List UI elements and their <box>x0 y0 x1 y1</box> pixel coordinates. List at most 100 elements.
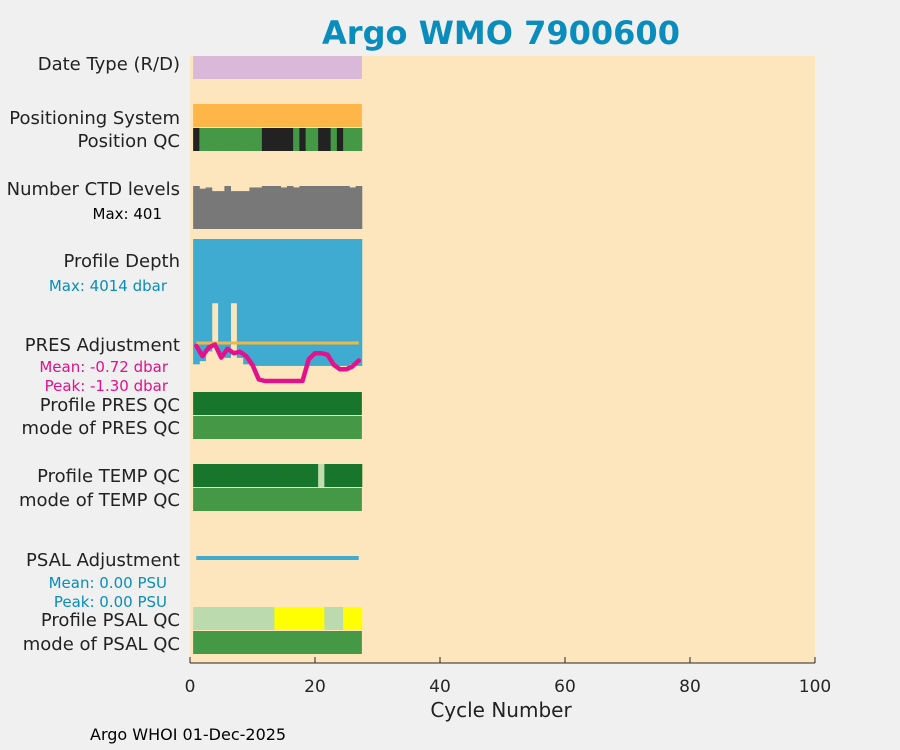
row-label-positioning-system: Positioning System <box>9 108 180 129</box>
psal-peak-annotation: Peak: 0.00 PSU <box>54 593 167 611</box>
profile-psal-qc-bar-cycle-27 <box>355 607 363 630</box>
profile-depth-bar-cycle-21 <box>318 239 325 366</box>
profile-temp-qc-bar-cycle-26 <box>349 464 357 487</box>
profile-depth-bar-cycle-25 <box>343 239 350 366</box>
profile-psal-qc-bar-cycle-11 <box>255 607 263 630</box>
profile-temp-qc-bar-cycle-12 <box>261 464 269 487</box>
profile-psal-qc-bar-cycle-25 <box>343 607 350 630</box>
profile-psal-qc-bar-cycle-22 <box>324 607 332 630</box>
profile-depth-bar-cycle-7 <box>230 239 238 304</box>
profile-temp-qc-bar-cycle-11 <box>255 464 263 487</box>
position-qc-bar-cycle-21 <box>318 128 325 151</box>
profile-depth-bar-cycle-2 <box>199 239 207 362</box>
profile-psal-qc-bar-cycle-3 <box>205 607 213 630</box>
row-labels-group: Date Type (R/D) Positioning System Posit… <box>7 54 180 655</box>
profile-temp-qc-bar-cycle-9 <box>243 464 250 487</box>
row-label-psal-adjustment: PSAL Adjustment <box>26 550 180 571</box>
profile-depth-bar-cycle-17 <box>293 239 300 366</box>
profile-depth-bar-cycle-16 <box>286 239 294 366</box>
profile-temp-qc-bar-cycle-19 <box>305 464 313 487</box>
profile-depth-bar-cycle-14 <box>274 239 282 366</box>
row-label-date-type: Date Type (R/D) <box>38 54 180 75</box>
profile-temp-qc-bar-cycle-3 <box>205 464 213 487</box>
profile-depth-bar-cycle-6 <box>224 239 232 358</box>
pres-peak-annotation: Peak: -1.30 dbar <box>45 377 169 395</box>
position-qc-bar-cycle-13 <box>268 128 275 151</box>
profile-depth-bar-cycle-11 <box>255 239 263 366</box>
profile-psal-qc-bar-cycle-13 <box>268 607 275 630</box>
ctd-levels-bar-cycle-12 <box>261 186 269 229</box>
profile-temp-qc-bar-cycle-2 <box>199 464 207 487</box>
profile-psal-qc-bar-cycle-8 <box>236 607 244 630</box>
ctd-levels-bar-cycle-14 <box>274 186 282 229</box>
position-qc-bar-cycle-11 <box>255 128 263 151</box>
row-label-pres-adjustment: PRES Adjustment <box>25 335 180 356</box>
position-qc-bar-cycle-23 <box>330 128 338 151</box>
profile-temp-qc-bar-cycle-16 <box>286 464 294 487</box>
position-qc-bar-cycle-7 <box>230 128 238 151</box>
profile-depth-bar-cycle-24 <box>336 239 344 366</box>
profile-depth-bar-cycle-18 <box>299 239 307 366</box>
profile-temp-qc-bar-cycle-22 <box>324 464 332 487</box>
profile-depth-bar-cycle-10 <box>249 239 257 366</box>
position-qc-bar-cycle-15 <box>280 128 288 151</box>
profile-temp-qc-bar-cycle-24 <box>336 464 344 487</box>
x-tick-label-80: 80 <box>679 677 701 697</box>
profile-psal-qc-bar-cycle-15 <box>280 607 288 630</box>
x-tick-label-20: 20 <box>304 677 326 697</box>
profile-temp-qc-bar-cycle-18 <box>299 464 307 487</box>
profile-psal-qc-bar-cycle-14 <box>274 607 282 630</box>
position-qc-bar-cycle-27 <box>355 128 363 151</box>
ctd-levels-bar-cycle-9 <box>243 191 250 229</box>
profile-depth-bar-cycle-9 <box>243 239 250 365</box>
ctd-max-annotation: Max: 401 <box>93 205 162 223</box>
profile-psal-qc-bar-cycle-12 <box>261 607 269 630</box>
ctd-levels-bar-cycle-22 <box>324 186 332 229</box>
profile-psal-qc-bar-cycle-9 <box>243 607 250 630</box>
profile-temp-qc-bar-cycle-13 <box>268 464 275 487</box>
profile-depth-bar-cycle-26 <box>349 239 357 365</box>
ctd-levels-bar-cycle-10 <box>249 187 257 229</box>
position-qc-bar-cycle-19 <box>305 128 313 151</box>
profile-temp-qc-bar-cycle-27 <box>355 464 363 487</box>
ctd-levels-bar-cycle-27 <box>355 186 363 229</box>
ctd-levels-bar-cycle-7 <box>230 191 238 229</box>
row-label-profile-temp-qc: Profile TEMP QC <box>37 466 180 487</box>
position-qc-bar-cycle-16 <box>286 128 294 151</box>
ctd-levels-bar-cycle-17 <box>293 187 300 229</box>
profile-temp-qc-bar-cycle-20 <box>311 464 319 487</box>
profile-psal-qc-bar-cycle-1 <box>193 607 200 630</box>
ctd-levels-bar-cycle-13 <box>268 186 275 229</box>
data-bars-group <box>193 56 363 654</box>
profile-temp-qc-bar-cycle-25 <box>343 464 350 487</box>
position-qc-bar-cycle-24 <box>336 128 344 151</box>
x-axis: 0 20 40 60 80 100 <box>185 657 831 697</box>
pres-mean-annotation: Mean: -0.72 dbar <box>39 358 169 376</box>
ctd-levels-bar-cycle-4 <box>211 191 219 229</box>
x-axis-label: Cycle Number <box>430 698 572 722</box>
ctd-levels-bar-cycle-26 <box>349 187 357 229</box>
profile-temp-qc-bar-cycle-10 <box>249 464 257 487</box>
row-label-profile-pres-qc: Profile PRES QC <box>40 395 180 416</box>
position-qc-bar-cycle-5 <box>218 128 225 151</box>
profile-temp-qc-bar-cycle-21 <box>318 464 325 487</box>
mode-temp-qc-bar <box>193 488 362 511</box>
position-qc-bar-cycle-4 <box>211 128 219 151</box>
profile-psal-qc-bar-cycle-4 <box>211 607 219 630</box>
position-qc-bar-cycle-22 <box>324 128 332 151</box>
ctd-levels-bar-cycle-1 <box>193 186 200 229</box>
row-label-number-ctd-levels: Number CTD levels <box>7 179 180 200</box>
profile-depth-bar-cycle-22 <box>324 239 332 366</box>
ctd-levels-bar-cycle-20 <box>311 186 319 229</box>
profile-psal-qc-bar-cycle-17 <box>293 607 300 630</box>
depth-max-annotation: Max: 4014 dbar <box>49 277 168 295</box>
ctd-levels-bar-cycle-24 <box>336 186 344 229</box>
annotations-group: Max: 401 Max: 4014 dbar Mean: -0.72 dbar… <box>39 205 169 611</box>
profile-depth-bar-cycle-19 <box>305 239 313 366</box>
profile-depth-bar-cycle-20 <box>311 239 319 366</box>
row-label-profile-depth: Profile Depth <box>63 251 180 272</box>
position-qc-bar-cycle-20 <box>311 128 319 151</box>
psal-mean-annotation: Mean: 0.00 PSU <box>49 574 167 592</box>
row-label-position-qc: Position QC <box>77 131 180 152</box>
row-label-mode-temp-qc: mode of TEMP QC <box>19 490 180 511</box>
